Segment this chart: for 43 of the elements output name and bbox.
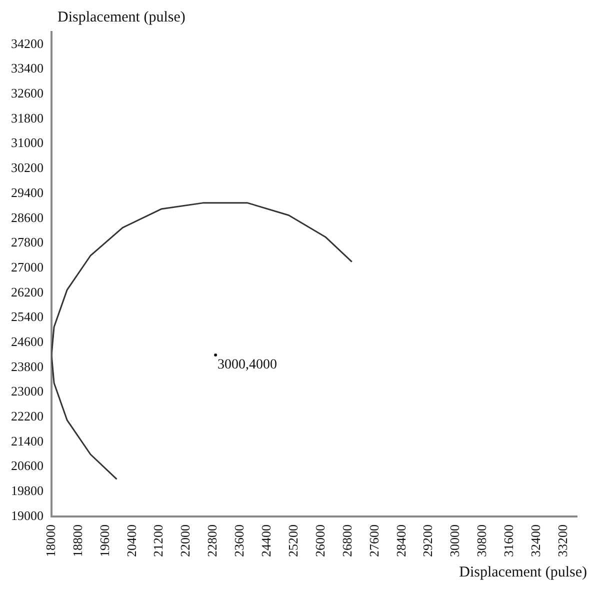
x-tick-label: 22000 <box>178 524 193 557</box>
y-tick-label: 20600 <box>11 458 44 474</box>
x-tick-label: 20400 <box>124 524 139 557</box>
y-tick-label: 24600 <box>11 334 44 349</box>
x-tick-label: 31600 <box>501 524 516 557</box>
x-tick-label: 26000 <box>312 524 328 557</box>
x-axis-title: Displacement (pulse) <box>459 564 588 580</box>
x-tick-label: 23600 <box>232 524 247 557</box>
y-tick-label: 21400 <box>11 433 44 448</box>
x-tick-label: 30000 <box>447 524 462 557</box>
x-tick-label: 19600 <box>96 524 112 557</box>
x-tick-label: 26800 <box>339 524 354 557</box>
y-tick-label: 31800 <box>11 110 44 126</box>
x-tick-label: 18800 <box>70 524 85 557</box>
y-tick-label: 26200 <box>11 284 44 300</box>
y-tick-label: 25400 <box>11 309 44 324</box>
x-tick-label: 29200 <box>420 524 436 557</box>
y-tick-label: 19800 <box>11 483 44 498</box>
y-tick-label: 34200 <box>11 36 44 51</box>
x-tick-label: 22800 <box>204 524 220 557</box>
y-tick-label: 23000 <box>11 384 44 399</box>
x-tick-label: 18000 <box>42 524 58 557</box>
y-tick-label: 23800 <box>11 358 44 374</box>
annotation: 3000,4000 <box>218 358 278 373</box>
y-tick-label: 28600 <box>11 210 44 225</box>
y-axis-title: Displacement (pulse) <box>58 9 186 26</box>
x-tick-label: 32400 <box>528 524 543 557</box>
x-tick-label: 24400 <box>258 524 274 557</box>
y-tick-label: 29400 <box>11 184 44 200</box>
y-tick-label: 32600 <box>11 86 44 101</box>
x-tick-label: 25200 <box>285 524 300 557</box>
x-tick-label: 33200 <box>554 524 570 557</box>
y-tick-label: 31000 <box>11 135 44 150</box>
y-tick-label: 27000 <box>11 259 44 274</box>
y-tick-label: 27800 <box>11 234 44 250</box>
x-tick-label: 28400 <box>393 524 408 557</box>
x-tick-label: 27600 <box>366 524 382 557</box>
x-tick-label: 21200 <box>150 524 166 557</box>
y-tick-label: 22200 <box>11 408 44 424</box>
y-tick-label: 19000 <box>11 508 44 523</box>
y-tick-label: 30200 <box>11 160 44 176</box>
x-tick-label: 30800 <box>474 524 490 557</box>
y-tick-label: 33400 <box>11 60 44 76</box>
